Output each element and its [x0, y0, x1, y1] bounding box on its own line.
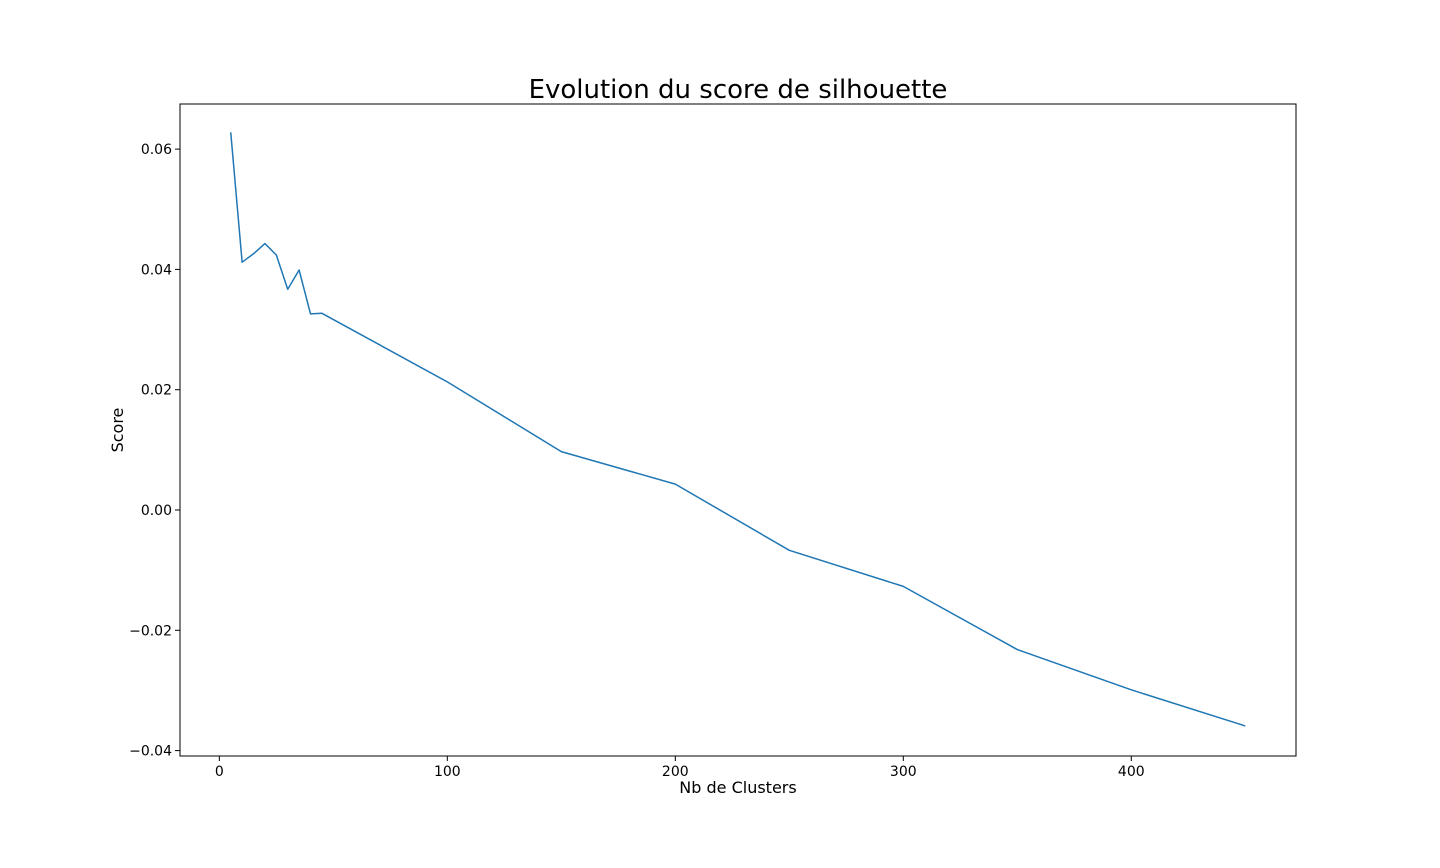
- y-tick-label: 0.02: [141, 383, 172, 399]
- x-tick-label: 400: [1118, 764, 1145, 780]
- y-tick-label: 0.00: [141, 503, 172, 519]
- chart-title: Evolution du score de silhouette: [529, 75, 948, 105]
- x-tick-label: 100: [434, 764, 461, 780]
- x-axis-ticks: 0 100 200 300 400: [215, 756, 1145, 780]
- x-axis-label: Nb de Clusters: [679, 778, 796, 797]
- x-tick-label: 0: [215, 764, 224, 780]
- x-tick-label: 300: [890, 764, 917, 780]
- y-tick-label: −0.04: [129, 744, 172, 760]
- y-axis-ticks: −0.04 −0.02 0.00 0.02 0.04 0.06: [129, 142, 180, 760]
- y-axis-label: Score: [108, 408, 127, 453]
- y-tick-label: 0.06: [141, 142, 172, 158]
- y-tick-label: −0.02: [129, 623, 172, 639]
- series-line: [229, 132, 1246, 727]
- x-tick-label: 200: [662, 764, 689, 780]
- plot-frame: [179, 103, 1297, 757]
- y-tick-label: 0.04: [141, 262, 172, 278]
- series-layer: [229, 132, 1246, 727]
